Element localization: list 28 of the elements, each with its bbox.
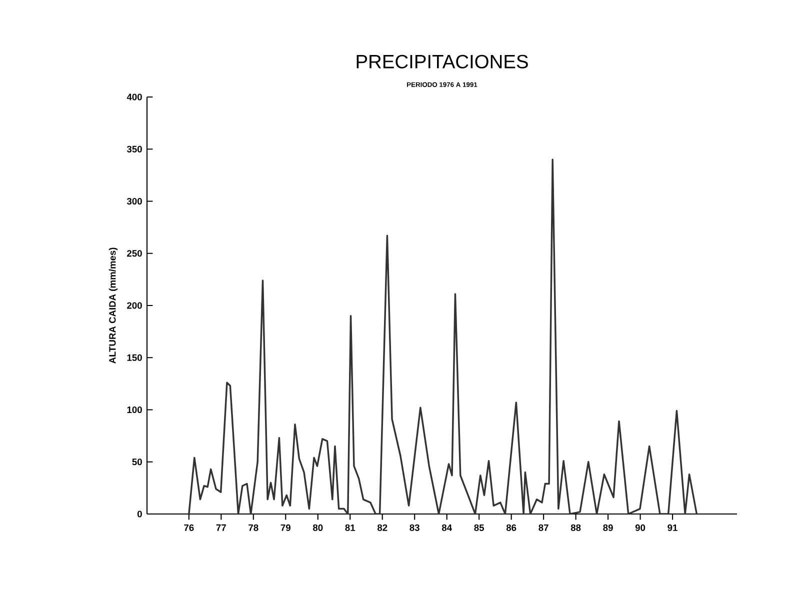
x-tick-label: 81: [345, 524, 356, 531]
x-tick-label: 89: [603, 524, 613, 531]
x-tick-label: 87: [538, 524, 548, 531]
x-tick-label: 88: [570, 524, 581, 531]
x-tick-label: 90: [635, 524, 646, 531]
x-tick-label: 82: [377, 524, 388, 531]
y-tick-label: 50: [132, 458, 142, 466]
y-tick-label: 400: [126, 94, 142, 100]
y-tick-label: 250: [127, 250, 142, 257]
x-tick-label: 91: [668, 524, 678, 531]
y-axis-title: ALTURA CAIDA (mm/mes): [108, 248, 118, 364]
x-tick-label: 83: [410, 524, 420, 532]
y-tick-label: 300: [126, 198, 142, 205]
x-tick-label: 77: [216, 524, 226, 531]
x-tick-label: 84: [442, 524, 452, 531]
x-tick-label: 80: [312, 524, 323, 531]
y-tick-label: 150: [127, 354, 142, 361]
chart-title: PRECIPITACIONES: [356, 54, 528, 68]
y-tick-label: 200: [127, 302, 142, 309]
x-tick-label: 85: [474, 524, 484, 531]
y-tick-label: 350: [126, 146, 142, 152]
x-tick-label: 79: [280, 524, 290, 531]
line-series: [188, 158, 698, 514]
x-tick-label: 86: [506, 524, 516, 531]
y-tick-label: 0: [137, 510, 142, 518]
x-tick-label: 78: [248, 524, 258, 531]
x-tick-label: 76: [184, 524, 194, 531]
y-tick-label: 100: [127, 406, 142, 414]
